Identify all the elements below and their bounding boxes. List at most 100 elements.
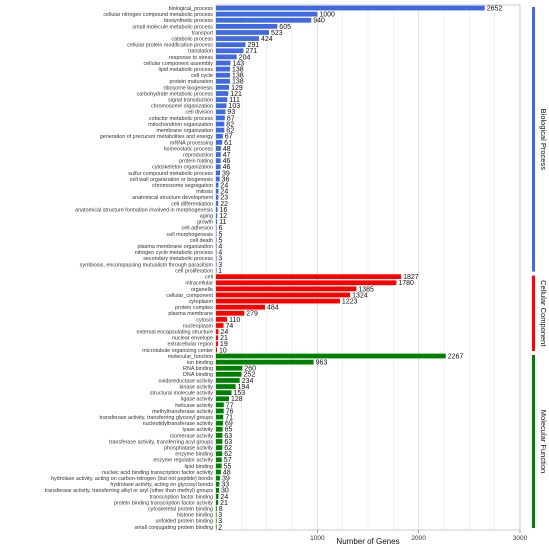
group-bracket — [532, 275, 535, 351]
bar — [216, 176, 220, 182]
value-label: 279 — [246, 311, 258, 318]
bar — [216, 30, 269, 35]
category-label: hydrolase activity, acting on glycosyl b… — [110, 482, 213, 488]
category-label: ion binding — [187, 360, 213, 366]
value-label: 271 — [245, 48, 257, 55]
bar — [216, 359, 314, 365]
category-label: cellular component assembly — [143, 61, 213, 67]
category-label: protein complex — [175, 305, 213, 311]
bar — [216, 48, 244, 54]
value-label: 103 — [228, 103, 240, 110]
x-tick-label: 3000 — [513, 535, 528, 542]
bar — [216, 445, 223, 450]
value-label: 33 — [221, 482, 229, 489]
category-label: cell — [205, 275, 213, 281]
category-label: secondary metabolic process — [143, 256, 213, 262]
value-label: 121 — [230, 91, 242, 98]
category-label: unfolded protein binding — [155, 519, 213, 525]
bar — [216, 78, 230, 84]
bar — [216, 201, 219, 206]
value-label: 77 — [226, 402, 234, 409]
category-label: helicase activity — [175, 403, 213, 409]
category-label: transport — [192, 30, 214, 36]
value-label: 3 — [218, 256, 222, 263]
value-label: 12 — [219, 213, 227, 220]
category-label: nucleoplasm — [183, 323, 214, 329]
category-label: biological_process — [169, 6, 214, 12]
category-label: molecular_function — [168, 354, 213, 360]
bar — [216, 72, 230, 78]
value-label: 39 — [222, 170, 230, 177]
value-label: 2 — [218, 524, 222, 531]
value-label: 424 — [261, 36, 273, 43]
category-label: reproduction — [183, 152, 213, 158]
bar — [216, 402, 224, 408]
value-label: 69 — [225, 421, 233, 428]
category-label: isomerase activity — [170, 433, 213, 439]
value-label: 1 — [218, 268, 222, 275]
category-label: methyltransferase activity — [152, 409, 213, 415]
value-label: 61 — [224, 140, 232, 147]
category-label: cofactor metabolic process — [149, 116, 213, 122]
group-label: Molecular Function — [539, 410, 548, 473]
value-label: 940 — [313, 18, 325, 25]
category-label: translation — [188, 49, 213, 55]
group-label: Biological Process — [539, 109, 548, 171]
category-label: extracellular region — [167, 342, 213, 348]
value-label: 523 — [271, 30, 283, 37]
category-label: cell morphogenesis — [167, 232, 214, 238]
category-label: aging — [200, 214, 213, 220]
category-label: external encapsulating structure — [137, 329, 213, 335]
value-label: 4 — [218, 250, 222, 257]
value-label: 76 — [226, 408, 234, 415]
bar — [216, 152, 221, 157]
category-label: growth — [197, 220, 213, 226]
x-tick-label: 2000 — [411, 535, 426, 542]
value-label: 55 — [224, 463, 232, 470]
category-label: ligase activity — [181, 397, 213, 403]
bar — [216, 390, 232, 396]
category-label: transferase activity, transferring glyco… — [100, 415, 214, 421]
category-label: enzyme regulator activity — [153, 458, 213, 464]
bar — [216, 127, 225, 133]
bar — [216, 85, 230, 90]
group-labels: Biological Process Cellular Component Mole… — [532, 7, 548, 528]
category-label: homeostatic process — [164, 146, 214, 152]
value-label: 260 — [244, 366, 256, 373]
bar — [216, 304, 266, 310]
category-label: transferase activity, transferring acyl … — [109, 439, 213, 445]
bar — [216, 66, 230, 72]
value-label: 5 — [219, 237, 223, 244]
category-label: RNA binding — [183, 366, 213, 372]
bar — [216, 121, 225, 127]
value-label: 57 — [224, 457, 232, 464]
category-label: anatomical structure formation involved … — [75, 207, 213, 213]
category-label: ribosome biogenesis — [164, 85, 214, 91]
value-label: 138 — [232, 66, 244, 73]
value-label: 39 — [222, 476, 230, 483]
value-label: 62 — [224, 445, 232, 452]
category-label: chromosome segregation — [152, 183, 213, 189]
category-label: response to stress — [169, 55, 213, 61]
value-label: 1000 — [319, 12, 335, 19]
value-label: 82 — [226, 121, 234, 128]
category-label: cell division — [185, 110, 213, 116]
category-label: enzyme binding — [175, 452, 213, 458]
value-label: 24 — [220, 182, 228, 189]
value-label: 36 — [222, 176, 230, 183]
bar — [216, 420, 223, 426]
value-label: 234 — [242, 378, 254, 385]
category-label: phosphatase activity — [164, 445, 213, 451]
value-label: 6 — [219, 225, 223, 232]
bar — [216, 60, 231, 66]
category-label: structural molecule activity — [150, 391, 214, 397]
category-label: lipid metabolic process — [158, 67, 213, 73]
bar — [216, 481, 220, 487]
x-axis-ticks: 1000 2000 3000 — [310, 530, 528, 542]
bar — [216, 213, 218, 218]
value-label: 1385 — [358, 286, 374, 293]
value-label: 47 — [223, 152, 231, 159]
bar — [216, 414, 224, 420]
bar — [216, 262, 217, 267]
